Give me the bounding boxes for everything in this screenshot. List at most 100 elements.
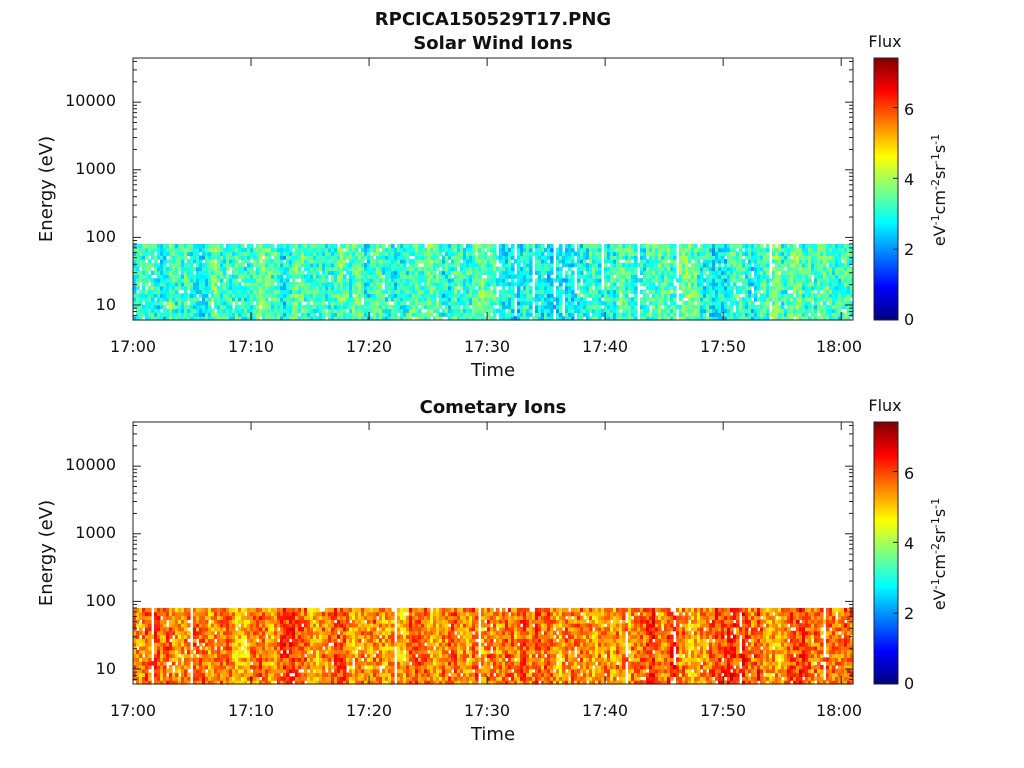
heatmap-cell	[154, 615, 158, 620]
heatmap-cell	[139, 645, 143, 651]
heatmap-cell	[202, 316, 206, 321]
heatmap-cell	[364, 304, 368, 310]
heatmap-cell	[367, 247, 371, 253]
heatmap-cell	[685, 247, 689, 253]
heatmap-cell	[211, 270, 215, 275]
heatmap-cell	[541, 308, 545, 313]
heatmap-cell	[568, 316, 572, 321]
heatmap-cell	[142, 247, 146, 253]
heatmap-cell	[403, 293, 407, 298]
heatmap-cell	[244, 266, 248, 272]
heatmap-cell	[337, 270, 341, 275]
heatmap-cell	[286, 308, 290, 313]
heatmap-cell	[184, 243, 188, 249]
heatmap-cell	[208, 623, 212, 628]
heatmap-cell	[586, 251, 590, 256]
heatmap-cell	[475, 274, 479, 279]
heatmap-cell	[217, 308, 221, 313]
heatmap-cell	[169, 281, 173, 287]
heatmap-cell	[391, 312, 395, 317]
heatmap-cell	[850, 247, 854, 253]
heatmap-cell	[805, 274, 809, 279]
heatmap-cell	[373, 293, 377, 298]
heatmap-cell	[322, 293, 326, 298]
heatmap-cell	[709, 251, 713, 256]
heatmap-cell	[694, 293, 698, 298]
heatmap-cell	[199, 607, 203, 613]
heatmap-cell	[775, 255, 779, 260]
heatmap-cell	[355, 316, 359, 321]
heatmap-cell	[154, 270, 158, 275]
heatmap-cell	[178, 262, 182, 268]
heatmap-cell	[337, 274, 341, 279]
heatmap-cell	[271, 297, 275, 302]
heatmap-cell	[757, 281, 761, 287]
heatmap-cell	[571, 297, 575, 302]
heatmap-cell	[406, 289, 410, 294]
heatmap-cell	[175, 300, 179, 306]
heatmap-cell	[589, 278, 593, 283]
heatmap-cell	[547, 266, 551, 272]
heatmap-cell	[655, 274, 659, 279]
heatmap-cell	[136, 653, 140, 658]
heatmap-cell	[457, 304, 461, 310]
heatmap-cell	[598, 304, 602, 310]
heatmap-cell	[523, 281, 527, 287]
heatmap-cell	[643, 262, 647, 268]
heatmap-cell	[547, 285, 551, 291]
heatmap-cell	[625, 278, 629, 283]
heatmap-cell	[226, 285, 230, 291]
heatmap-cell	[526, 255, 530, 260]
heatmap-cell	[331, 259, 335, 264]
heatmap-cell	[598, 270, 602, 275]
heatmap-cell	[184, 285, 188, 291]
heatmap-cell	[745, 312, 749, 317]
heatmap-cell	[211, 623, 215, 628]
heatmap-cell	[811, 316, 815, 321]
heatmap-cell	[772, 270, 776, 275]
heatmap-cell	[751, 255, 755, 260]
heatmap-cell	[634, 243, 638, 249]
heatmap-cell	[220, 312, 224, 317]
heatmap-cell	[250, 312, 254, 317]
heatmap-cell	[226, 304, 230, 310]
heatmap-cell	[241, 316, 245, 321]
heatmap-cell	[157, 630, 161, 636]
heatmap-cell	[679, 270, 683, 275]
heatmap-cell	[211, 278, 215, 283]
heatmap-cell	[175, 664, 179, 670]
heatmap-cell	[475, 243, 479, 249]
heatmap-cell	[511, 297, 515, 302]
heatmap-cell	[277, 300, 281, 306]
heatmap-cell	[349, 312, 353, 317]
heatmap-cell	[295, 289, 299, 294]
heatmap-cell	[754, 308, 758, 313]
heatmap-cell	[655, 300, 659, 306]
heatmap-cell	[784, 289, 788, 294]
heatmap-cell	[847, 308, 851, 313]
heatmap-cell	[421, 289, 425, 294]
heatmap-cell	[538, 266, 542, 272]
heatmap-cell	[370, 281, 374, 287]
heatmap-cell	[412, 270, 416, 275]
heatmap-cell	[262, 278, 266, 283]
heatmap-cell	[379, 255, 383, 260]
heatmap-cell	[640, 312, 644, 317]
heatmap-cell	[160, 247, 164, 253]
heatmap-cell	[478, 255, 482, 260]
heatmap-cell	[850, 251, 854, 256]
heatmap-cell	[490, 289, 494, 294]
heatmap-cell	[685, 274, 689, 279]
heatmap-cell	[172, 630, 176, 636]
heatmap-cell	[406, 266, 410, 272]
heatmap-cell	[838, 247, 842, 253]
heatmap-cell	[337, 300, 341, 306]
heatmap-cell	[778, 304, 782, 310]
heatmap-cell	[403, 316, 407, 321]
heatmap-cell	[754, 316, 758, 321]
heatmap-cell	[313, 259, 317, 264]
heatmap-cell	[370, 259, 374, 264]
heatmap-cell	[499, 259, 503, 264]
heatmap-cell	[814, 270, 818, 275]
heatmap-cell	[559, 316, 563, 321]
